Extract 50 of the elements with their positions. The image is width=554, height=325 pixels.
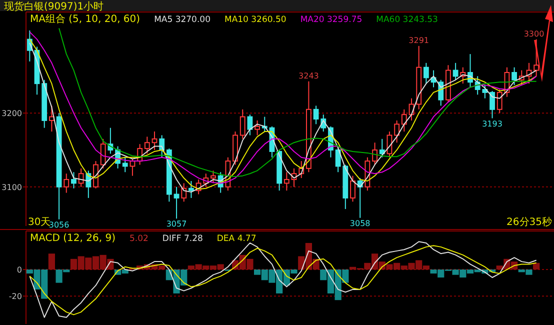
candlestick	[64, 173, 70, 194]
chart-title: 现货白银(9097)1小时	[4, 0, 104, 12]
candlestick	[254, 120, 260, 136]
candlestick	[181, 182, 187, 202]
text: MA60 3243.53	[376, 15, 438, 25]
annotation: 30天	[28, 217, 51, 228]
bar	[48, 254, 56, 270]
candlestick	[210, 170, 216, 184]
series-label: DEA 4.77	[216, 234, 256, 244]
candlestick	[144, 136, 150, 154]
candlestick	[188, 180, 194, 198]
candlestick	[490, 90, 495, 119]
candlestick	[71, 172, 76, 189]
text: MA10 3260.50	[224, 15, 286, 25]
annotation: 26分35秒	[506, 216, 552, 228]
annotation: 3300	[524, 29, 544, 38]
text: DIFF 7.28	[162, 234, 203, 244]
y-tick-label: 0	[16, 266, 22, 275]
candlestick	[122, 156, 128, 173]
candlestick	[372, 142, 378, 166]
candlestick	[284, 172, 290, 192]
candlestick	[496, 88, 502, 114]
annotation: 3193	[482, 119, 502, 128]
annotation: 3058	[350, 218, 370, 228]
candlestick	[100, 138, 106, 169]
legend-title: MACD (12, 26, 9)	[30, 233, 116, 244]
y-tick-label: -20	[8, 292, 22, 302]
candlestick	[174, 186, 180, 220]
candlestick	[350, 175, 356, 202]
candlestick	[93, 160, 98, 189]
candlestick	[313, 105, 319, 125]
text: MA5 3270.00	[154, 15, 210, 25]
annotation: 3056	[48, 220, 70, 230]
candlestick	[452, 62, 458, 80]
y-tick-label: 3100	[2, 182, 22, 192]
text: MA20 3259.75	[300, 15, 362, 25]
annotation: 3291	[408, 36, 430, 45]
candlestick	[240, 108, 246, 140]
annotation: 3057	[166, 220, 187, 229]
legend-title: MA组合 (5, 10, 20, 60)	[30, 13, 140, 25]
candlestick	[394, 120, 400, 144]
candlestick	[423, 62, 429, 84]
annotation: 3243	[298, 71, 319, 80]
y-tick-label: 3200	[2, 109, 22, 118]
candlestick	[152, 131, 158, 150]
candlestick	[512, 66, 518, 86]
candlestick	[78, 168, 84, 188]
candlestick	[401, 108, 407, 132]
text: 5.02	[129, 234, 148, 244]
bar	[533, 262, 540, 270]
